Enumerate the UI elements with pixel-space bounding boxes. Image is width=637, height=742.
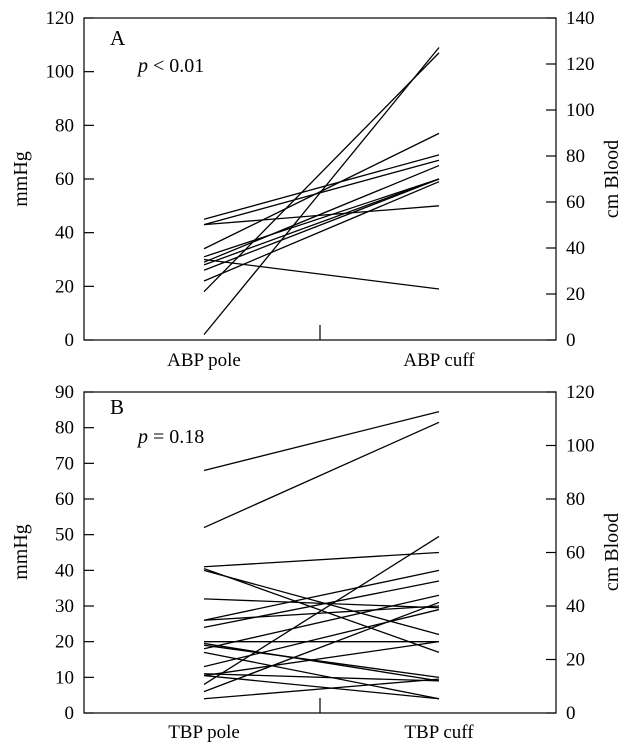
series-line bbox=[203, 410, 440, 472]
y2-tick-label: 80 bbox=[566, 489, 585, 510]
y2-tick-label: 100 bbox=[566, 100, 595, 121]
y-axis-right: 0 20 40 60 80 100 120 bbox=[546, 382, 595, 724]
y-axis-left: 0 20 40 60 80 100 120 bbox=[46, 8, 94, 351]
series-line bbox=[203, 178, 440, 258]
series-line bbox=[203, 594, 440, 650]
category-label: ABP cuff bbox=[403, 350, 475, 371]
series-line bbox=[203, 132, 440, 250]
y2-tick-label: 20 bbox=[566, 650, 585, 671]
series-line bbox=[203, 178, 440, 271]
series-line bbox=[203, 178, 440, 266]
y-tick-label: 80 bbox=[55, 418, 74, 439]
y-tick-label: 60 bbox=[55, 169, 74, 190]
y2-tick-label: 80 bbox=[566, 146, 585, 167]
y2-tick-label: 0 bbox=[566, 703, 576, 724]
y2-tick-label: 120 bbox=[566, 382, 595, 403]
panel-b: 0 10 20 30 40 50 60 70 80 90 0 20 40 60 80 100 120 B p … bbox=[10, 382, 623, 742]
y-tick-label: 120 bbox=[46, 8, 75, 29]
y2-tick-label: 60 bbox=[566, 192, 585, 213]
series-lines bbox=[203, 47, 440, 336]
y2-tick-label: 40 bbox=[566, 238, 585, 259]
y-axis-title: mmHg bbox=[10, 151, 32, 207]
p-value-text: < 0.01 bbox=[148, 55, 204, 77]
y-axis-title: mmHg bbox=[10, 524, 32, 580]
series-line bbox=[203, 52, 440, 293]
y-tick-label: 60 bbox=[55, 489, 74, 510]
series-line bbox=[203, 678, 440, 700]
y-tick-label: 10 bbox=[55, 667, 74, 688]
y-tick-label: 30 bbox=[55, 596, 74, 617]
series-line bbox=[203, 605, 440, 621]
p-value-text: = 0.18 bbox=[148, 426, 204, 448]
p-variable: p bbox=[136, 55, 148, 77]
category-label: ABP pole bbox=[167, 350, 241, 371]
y2-tick-label: 40 bbox=[566, 596, 585, 617]
y2-tick-label: 60 bbox=[566, 543, 585, 564]
series-line bbox=[203, 598, 440, 609]
category-label: TBP pole bbox=[168, 722, 240, 742]
panel-letter: A bbox=[110, 26, 126, 50]
y-tick-label: 90 bbox=[55, 382, 74, 403]
y-tick-label: 70 bbox=[55, 453, 74, 474]
p-variable: p bbox=[136, 426, 148, 448]
series-line bbox=[203, 674, 440, 700]
series-line bbox=[203, 551, 440, 568]
p-value-annotation: p = 0.18 bbox=[136, 426, 204, 448]
series-line bbox=[203, 580, 440, 629]
y2-tick-label: 0 bbox=[566, 330, 576, 351]
panel-letter: B bbox=[110, 395, 124, 419]
series-line bbox=[203, 159, 440, 226]
y-tick-label: 100 bbox=[46, 62, 75, 83]
y-tick-label: 40 bbox=[55, 223, 74, 244]
series-line bbox=[203, 641, 440, 677]
category-label: TBP cuff bbox=[404, 722, 474, 742]
y-tick-label: 0 bbox=[65, 330, 75, 351]
series-line bbox=[203, 205, 440, 226]
y-tick-label: 20 bbox=[55, 632, 74, 653]
panel-a: 0 20 40 60 80 100 120 0 20 40 60 80 100 120 140 A p <… bbox=[10, 8, 623, 371]
series-line bbox=[203, 535, 440, 686]
series-line bbox=[203, 421, 440, 529]
series-line bbox=[203, 601, 440, 693]
y-tick-label: 20 bbox=[55, 276, 74, 297]
series-line bbox=[203, 258, 440, 290]
series-line bbox=[203, 164, 440, 263]
series-line bbox=[203, 569, 440, 621]
y2-tick-label: 140 bbox=[566, 8, 595, 29]
y-axis-left: 0 10 20 30 40 50 60 70 80 90 bbox=[55, 382, 94, 724]
y-tick-label: 40 bbox=[55, 560, 74, 581]
y2-tick-label: 100 bbox=[566, 436, 595, 457]
y2-axis-title: cm Blood bbox=[601, 140, 623, 218]
series-lines bbox=[203, 410, 440, 700]
y-axis-right: 0 20 40 60 80 100 120 140 bbox=[546, 8, 595, 351]
y-tick-label: 50 bbox=[55, 525, 74, 546]
series-line bbox=[203, 608, 440, 668]
y2-tick-label: 20 bbox=[566, 284, 585, 305]
series-line bbox=[203, 569, 440, 636]
series-line bbox=[203, 673, 440, 682]
p-value-annotation: p < 0.01 bbox=[136, 55, 204, 77]
y-tick-label: 80 bbox=[55, 115, 74, 136]
y-tick-label: 0 bbox=[65, 703, 75, 724]
y2-axis-title: cm Blood bbox=[601, 513, 623, 591]
series-line bbox=[203, 644, 440, 678]
y2-tick-label: 120 bbox=[566, 54, 595, 75]
series-line bbox=[203, 642, 440, 682]
series-line bbox=[203, 154, 440, 220]
